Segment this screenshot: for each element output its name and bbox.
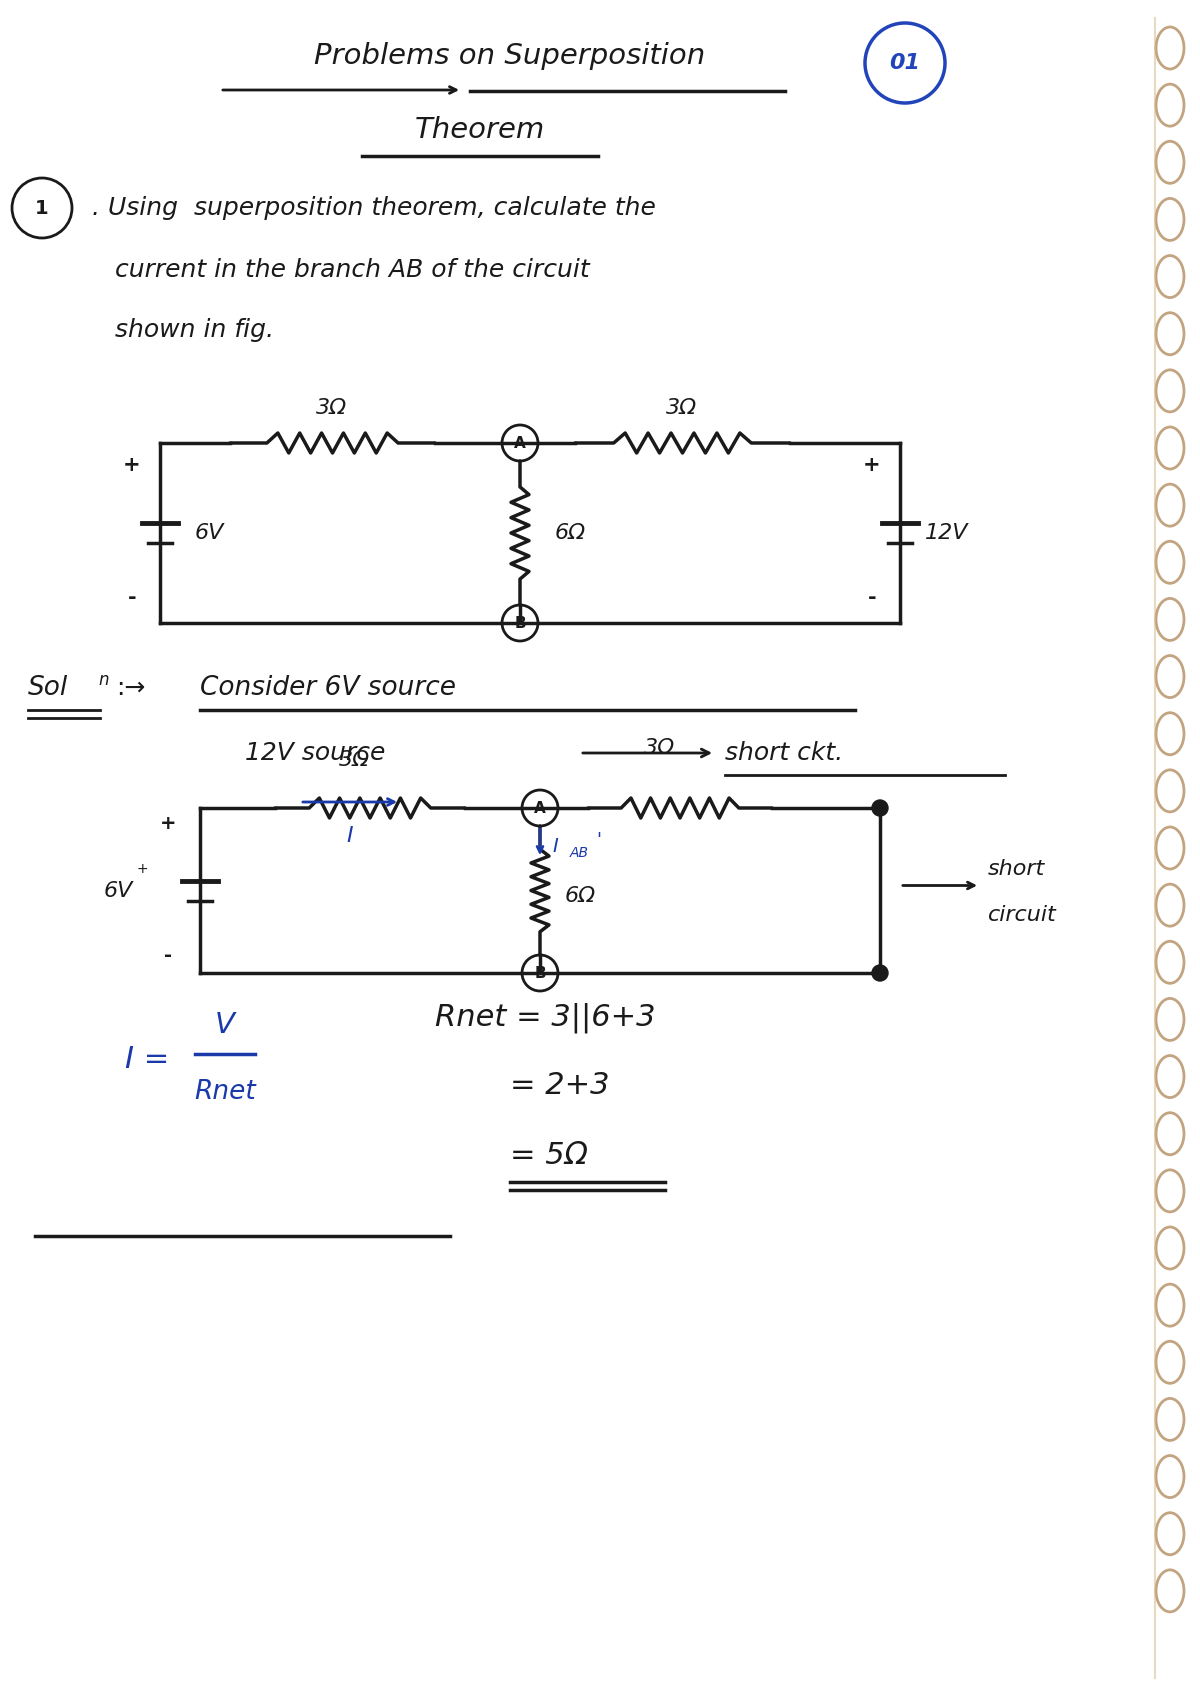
Text: I =: I =: [125, 1046, 169, 1075]
Text: B: B: [534, 966, 546, 980]
Text: 12V source: 12V source: [245, 740, 385, 766]
Text: 6Ω: 6Ω: [554, 523, 586, 543]
Text: short ckt.: short ckt.: [725, 740, 844, 766]
Text: 1: 1: [35, 199, 49, 217]
Text: -: -: [127, 588, 137, 608]
Text: AB: AB: [570, 846, 589, 859]
Text: 6V: 6V: [196, 523, 224, 543]
Text: Sol: Sol: [28, 676, 68, 701]
Text: 3Ω: 3Ω: [340, 751, 371, 769]
Text: . Using  superposition theorem, calculate the: . Using superposition theorem, calculate…: [92, 195, 656, 221]
Text: I: I: [347, 825, 353, 846]
Text: I: I: [552, 837, 558, 856]
Circle shape: [872, 800, 888, 817]
Circle shape: [872, 964, 888, 981]
Text: Consider 6V source: Consider 6V source: [200, 676, 456, 701]
Text: Rnet = 3||6+3: Rnet = 3||6+3: [434, 1004, 655, 1034]
Text: A: A: [514, 435, 526, 450]
Text: circuit: circuit: [988, 905, 1057, 924]
Text: 01: 01: [889, 53, 920, 73]
Text: 3Ω: 3Ω: [666, 397, 697, 418]
Text: B: B: [514, 615, 526, 630]
Text: = 5Ω: = 5Ω: [510, 1141, 588, 1170]
Text: current in the branch AB of the circuit: current in the branch AB of the circuit: [115, 258, 589, 282]
Text: 6V: 6V: [103, 881, 133, 900]
Text: = 2+3: = 2+3: [510, 1070, 610, 1100]
Text: 12V: 12V: [925, 523, 968, 543]
Text: shown in fig.: shown in fig.: [115, 318, 274, 341]
Text: 6Ω: 6Ω: [565, 885, 596, 905]
Text: n: n: [98, 671, 108, 689]
Text: 3Ω: 3Ω: [644, 739, 676, 757]
Text: 3Ω: 3Ω: [317, 397, 348, 418]
Text: +: +: [863, 455, 881, 475]
Text: +: +: [124, 455, 140, 475]
Text: short: short: [988, 859, 1045, 878]
Text: +: +: [160, 813, 176, 832]
Text: ': ': [596, 830, 601, 849]
Text: :→: :→: [116, 676, 145, 700]
Text: A: A: [534, 800, 546, 815]
Text: Problems on Superposition: Problems on Superposition: [314, 42, 706, 70]
Text: Rnet: Rnet: [194, 1078, 256, 1105]
Text: -: -: [868, 588, 876, 608]
Text: V: V: [215, 1010, 235, 1039]
Text: -: -: [164, 946, 172, 964]
Text: Theorem: Theorem: [415, 115, 545, 144]
Text: +: +: [136, 861, 148, 876]
